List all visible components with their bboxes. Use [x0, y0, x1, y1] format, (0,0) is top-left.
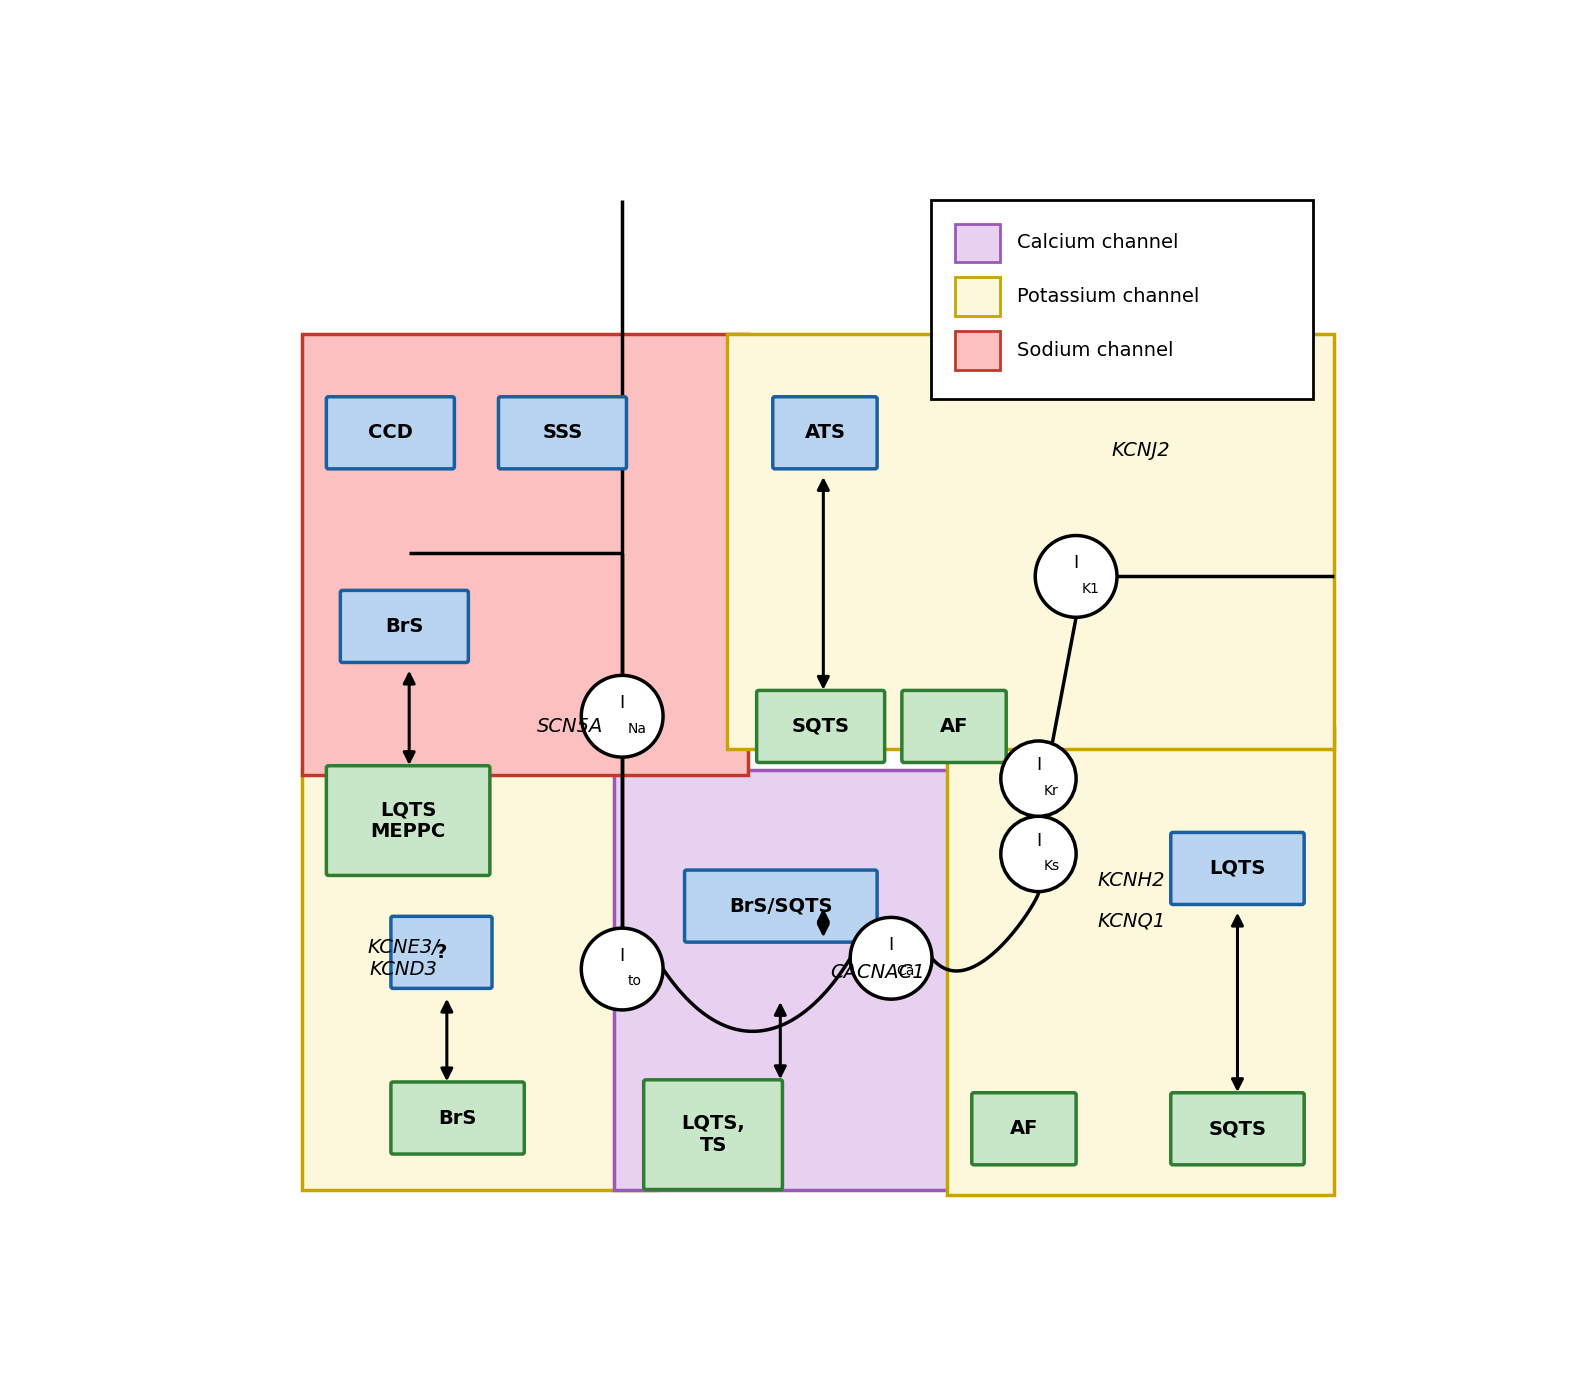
FancyBboxPatch shape: [972, 1092, 1076, 1165]
FancyBboxPatch shape: [391, 916, 492, 989]
Text: Sodium channel: Sodium channel: [1017, 341, 1173, 360]
Text: Ca: Ca: [897, 964, 915, 978]
Circle shape: [851, 918, 932, 999]
Text: I: I: [1036, 756, 1041, 774]
Text: I: I: [619, 947, 624, 965]
Circle shape: [1001, 740, 1076, 816]
Bar: [930, 200, 1314, 400]
FancyBboxPatch shape: [772, 397, 878, 469]
Text: KCNJ2: KCNJ2: [1111, 441, 1170, 460]
Text: AF: AF: [940, 717, 969, 736]
Text: SCN5A: SCN5A: [538, 718, 603, 736]
FancyBboxPatch shape: [498, 397, 627, 469]
Text: LQTS: LQTS: [1210, 859, 1266, 877]
Circle shape: [1036, 535, 1117, 617]
FancyBboxPatch shape: [685, 870, 878, 942]
Text: K1: K1: [1082, 581, 1100, 595]
Text: CACNAC1: CACNAC1: [830, 963, 924, 982]
Text: I: I: [1036, 831, 1041, 849]
Circle shape: [581, 675, 662, 757]
Text: I: I: [1074, 555, 1079, 573]
Text: Calcium channel: Calcium channel: [1017, 233, 1178, 253]
FancyBboxPatch shape: [326, 397, 455, 469]
Text: Na: Na: [627, 722, 646, 736]
Bar: [613, 770, 1005, 1190]
FancyBboxPatch shape: [340, 591, 468, 662]
Text: Potassium channel: Potassium channel: [1017, 288, 1199, 306]
Text: CCD: CCD: [369, 423, 413, 443]
Text: BrS/SQTS: BrS/SQTS: [729, 897, 833, 915]
FancyBboxPatch shape: [326, 766, 490, 876]
Bar: [954, 224, 999, 263]
Text: LQTS,
TS: LQTS, TS: [681, 1115, 745, 1155]
Circle shape: [1001, 816, 1076, 891]
Text: SSS: SSS: [543, 423, 583, 443]
Bar: [302, 334, 749, 775]
Text: ?: ?: [436, 943, 447, 963]
Circle shape: [581, 928, 662, 1010]
FancyBboxPatch shape: [1171, 833, 1304, 904]
Bar: [726, 334, 1334, 749]
FancyBboxPatch shape: [902, 690, 1005, 763]
Text: I: I: [619, 694, 624, 712]
Bar: [946, 726, 1334, 1194]
FancyBboxPatch shape: [643, 1080, 782, 1190]
Text: AF: AF: [1010, 1119, 1037, 1139]
Text: to: to: [627, 975, 642, 989]
Text: SQTS: SQTS: [792, 717, 849, 736]
Text: KCNE3/
KCND3: KCNE3/ KCND3: [367, 937, 440, 979]
Bar: [954, 331, 999, 370]
Text: KCNH2: KCNH2: [1098, 872, 1165, 890]
Text: ATS: ATS: [804, 423, 846, 443]
Text: Ks: Ks: [1044, 859, 1060, 873]
Text: Kr: Kr: [1044, 784, 1058, 798]
FancyBboxPatch shape: [757, 690, 884, 763]
Text: BrS: BrS: [439, 1108, 477, 1127]
Bar: [954, 278, 999, 316]
FancyBboxPatch shape: [1171, 1092, 1304, 1165]
Text: I: I: [889, 936, 894, 954]
Text: LQTS
MEPPC: LQTS MEPPC: [370, 800, 445, 841]
Text: BrS: BrS: [385, 617, 423, 636]
Bar: [302, 770, 656, 1190]
Text: KCNQ1: KCNQ1: [1098, 911, 1167, 930]
FancyBboxPatch shape: [391, 1083, 525, 1154]
Text: SQTS: SQTS: [1208, 1119, 1267, 1139]
